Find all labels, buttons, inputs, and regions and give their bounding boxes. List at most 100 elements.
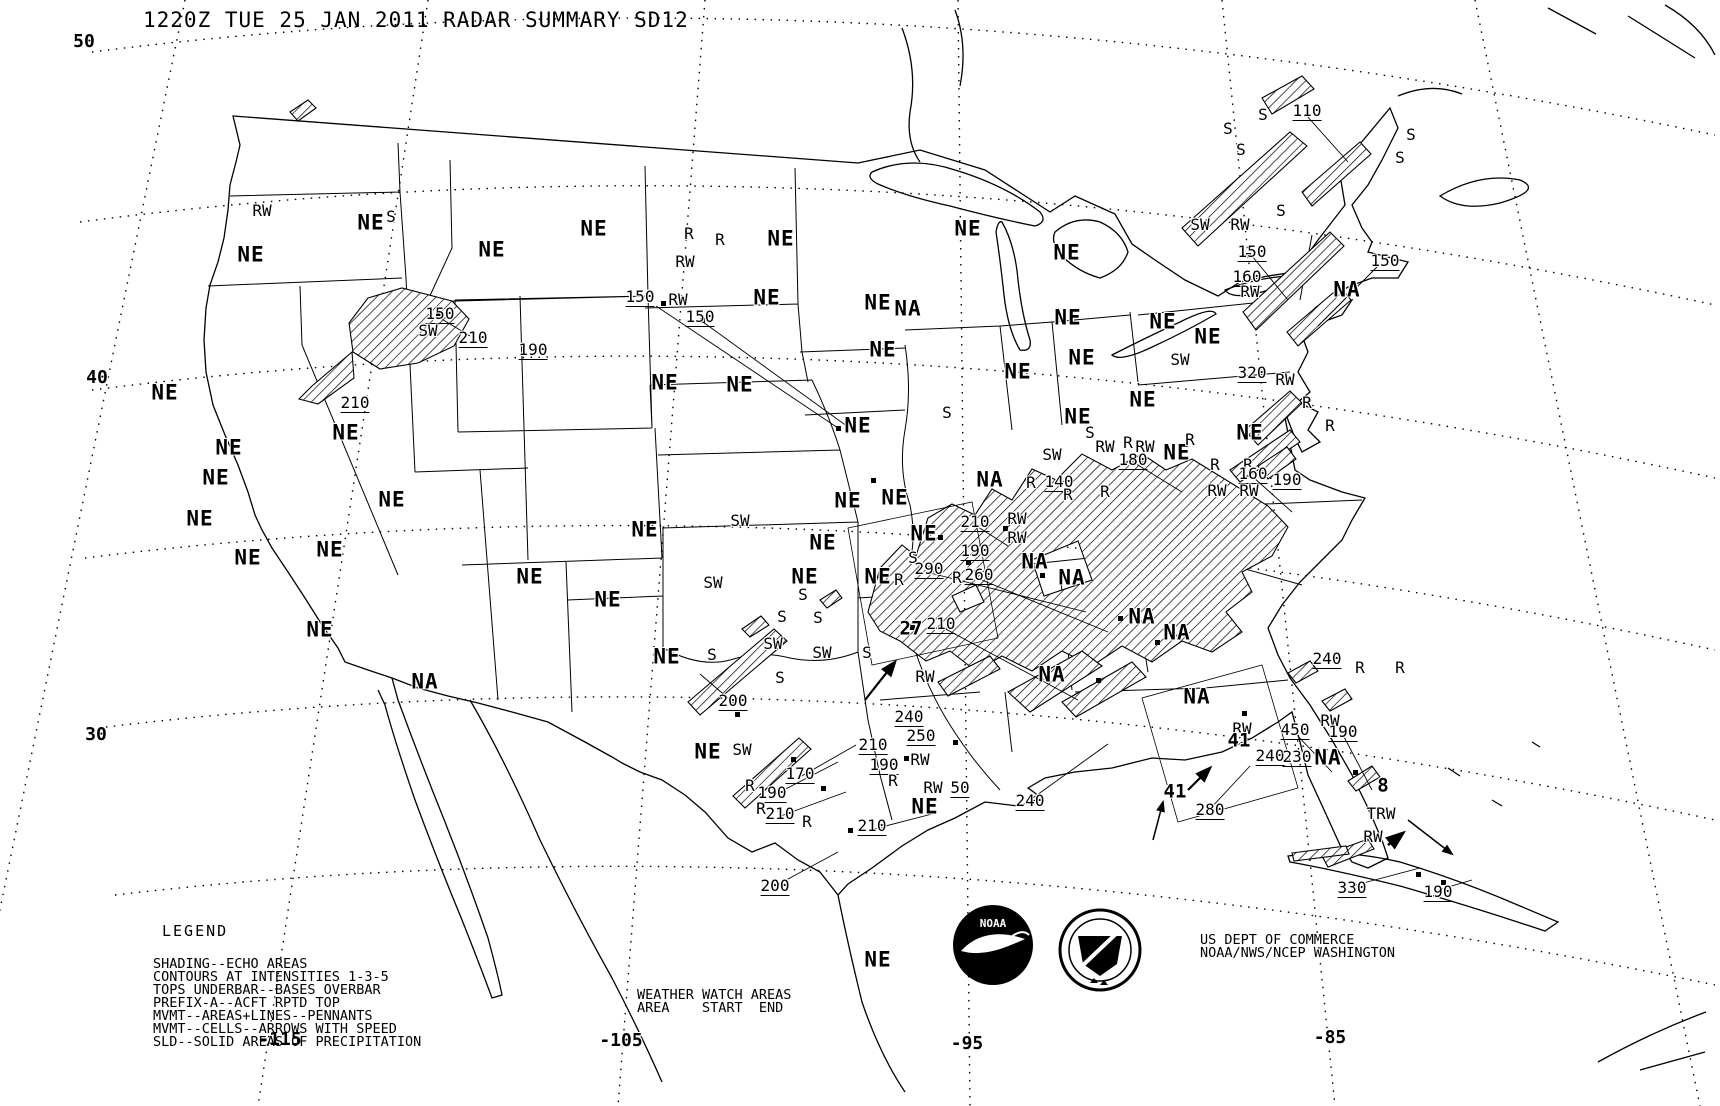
map-label: NE (631, 517, 659, 542)
map-label: NE (864, 290, 892, 315)
map-label: NE (911, 794, 939, 819)
map-label: 190 (518, 340, 548, 360)
map-label: NE (594, 587, 622, 612)
map-label: S (1236, 140, 1246, 159)
map-label: 160 (1238, 464, 1268, 484)
map-label: 190 (960, 541, 990, 561)
map-label: NE (753, 285, 781, 310)
map-label: 150 (625, 287, 655, 307)
map-label: NE (306, 617, 334, 642)
map-label: SW (1190, 215, 1210, 234)
map-label: NE (237, 242, 265, 267)
map-label: S (775, 668, 785, 687)
map-label: NE (864, 564, 892, 589)
map-label: 40 (86, 367, 108, 388)
map-label: 240 (1015, 791, 1045, 811)
map-label: NE (186, 506, 214, 531)
map-label: RW (1320, 711, 1340, 730)
map-label: NA (976, 467, 1004, 492)
map-label: NE (910, 521, 938, 546)
map-label: RW (1275, 370, 1295, 389)
map-label: 210 (765, 804, 795, 824)
watch-areas-columns: AREA START END (637, 1000, 784, 1016)
map-label: R (952, 568, 962, 587)
map-label: NA (1058, 565, 1086, 590)
map-label: R (745, 776, 755, 795)
map-label: S (942, 403, 952, 422)
movement-arrows (864, 659, 1454, 856)
map-label: R (1243, 455, 1253, 474)
watch-areas-title: WEATHER WATCH AREAS (637, 987, 792, 1003)
map-label: S (1258, 105, 1268, 124)
map-label: S (1395, 148, 1405, 167)
map-label: S (707, 645, 717, 664)
map-label: NE (1149, 309, 1177, 334)
map-label: TRW (1366, 804, 1396, 823)
cell-markers (436, 253, 1446, 885)
legend-line: PREFIX-A--ACFT RPTD TOP (153, 995, 340, 1011)
map-label: R (1210, 455, 1220, 474)
map-label: SW (732, 740, 752, 759)
map-label: S (1223, 119, 1233, 138)
map-label: 27 (899, 617, 923, 640)
map-label: RW (1007, 509, 1027, 528)
map-label: R (1063, 485, 1073, 504)
map-label: NE (151, 380, 179, 405)
map-label: NA (1038, 662, 1066, 687)
credit-line-2: NOAA/NWS/NCEP WASHINGTON (1200, 945, 1396, 961)
map-label: S (386, 207, 396, 226)
map-label: 30 (85, 724, 107, 745)
map-label: R (1100, 482, 1110, 501)
map-label: S (908, 548, 918, 567)
map-label: NE (1194, 324, 1222, 349)
map-label: NE (1054, 305, 1082, 330)
map-label: S (777, 607, 787, 626)
map-label: SW (1042, 445, 1062, 464)
map-label: NE (651, 370, 679, 395)
map-label: NE (1064, 404, 1092, 429)
map-label: S (813, 608, 823, 627)
map-label: RW (668, 290, 688, 309)
map-label: -95 (950, 1033, 984, 1054)
map-label: 450 (1280, 720, 1310, 740)
map-label: 320 (1237, 363, 1267, 383)
map-label: NA (1021, 549, 1049, 574)
map-label: NE (864, 947, 892, 972)
map-label: NE (869, 337, 897, 362)
map-label: 290 (914, 559, 944, 579)
map-label: 330 (1337, 878, 1367, 898)
map-label: SW (812, 643, 832, 662)
map-label: 190 (1328, 722, 1358, 742)
page-title: 1220Z TUE 25 JAN 2011 RADAR SUMMARY SD12 (143, 8, 689, 32)
map-label: 210 (340, 393, 370, 413)
map-label: NE (694, 739, 722, 764)
legend-heading: LEGEND (162, 922, 229, 940)
map-label: 50 (73, 31, 95, 52)
map-label: S (1085, 423, 1095, 442)
map-label: NE (516, 564, 544, 589)
map-label: NE (1068, 345, 1096, 370)
map-label: R (1302, 393, 1312, 412)
map-label: NE (332, 420, 360, 445)
map-label: R (684, 224, 694, 243)
map-label: NE (478, 237, 506, 262)
map-label: SW (1170, 350, 1190, 369)
map-label: NE (881, 485, 909, 510)
svg-text:NOAA: NOAA (980, 917, 1007, 930)
map-label: SW (703, 573, 723, 592)
map-label: R (715, 230, 725, 249)
map-label: RW (1363, 827, 1383, 846)
map-label: SW (418, 321, 438, 340)
map-label: NA (894, 296, 922, 321)
map-label: -105 (599, 1030, 643, 1051)
map-label: NE (1004, 359, 1032, 384)
map-label: R (888, 771, 898, 790)
map-label: 200 (760, 876, 790, 896)
noaa-logo-icon: NOAA (953, 905, 1033, 985)
map-label: RW (1230, 215, 1250, 234)
map-label: NE (1129, 387, 1157, 412)
map-label: 240 (1312, 649, 1342, 669)
map-label: NA (1314, 745, 1342, 770)
map-label: R (1185, 430, 1195, 449)
